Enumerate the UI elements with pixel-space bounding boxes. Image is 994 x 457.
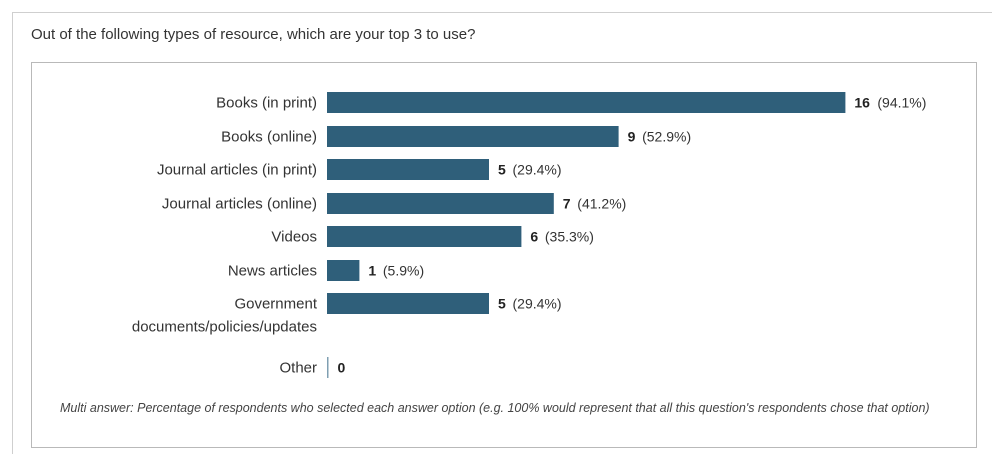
percent-label: (94.1%)	[877, 95, 926, 111]
value-label: 9	[628, 129, 636, 145]
question-title: Out of the following types of resource, …	[31, 26, 476, 43]
question-card: Out of the following types of resource, …	[12, 12, 992, 454]
percent-label: (29.4%)	[513, 296, 562, 312]
value-label: 5	[498, 162, 506, 178]
category-label: Other	[279, 360, 317, 377]
category-label: Books (in print)	[216, 95, 317, 112]
bar	[327, 92, 846, 113]
value-label: 1	[368, 263, 376, 279]
percent-label: (35.3%)	[545, 229, 594, 245]
category-label: Videos	[271, 229, 317, 246]
percent-label: (52.9%)	[642, 129, 691, 145]
category-label: Journal articles (in print)	[157, 162, 317, 179]
bar-chart: Books (in print) 16 (94.1%)Books (online) 9…	[132, 92, 926, 378]
bar	[327, 193, 554, 214]
category-label: Journal articles (online)	[162, 196, 317, 213]
bar	[327, 159, 489, 180]
category-label: News articles	[228, 263, 317, 280]
value-label: 16	[854, 95, 870, 111]
value-label: 6	[530, 229, 538, 245]
category-label: Books (online)	[221, 129, 317, 146]
bar	[327, 226, 522, 247]
bar	[327, 260, 360, 281]
bar	[327, 357, 329, 378]
value-label: 0	[338, 360, 346, 376]
bar	[327, 126, 619, 147]
percent-label: (41.2%)	[577, 196, 626, 212]
value-label: 5	[498, 296, 506, 312]
category-label: Government documents/policies/updates	[132, 296, 318, 336]
chart-panel: Books (in print) 16 (94.1%) Books (online) 9…	[31, 62, 977, 448]
bar	[327, 293, 489, 314]
percent-label: (29.4%)	[513, 162, 562, 178]
value-label: 7	[563, 196, 571, 212]
chart-footnote: Multi answer: Percentage of respondents …	[60, 401, 930, 415]
percent-label: (5.9%)	[383, 263, 424, 279]
